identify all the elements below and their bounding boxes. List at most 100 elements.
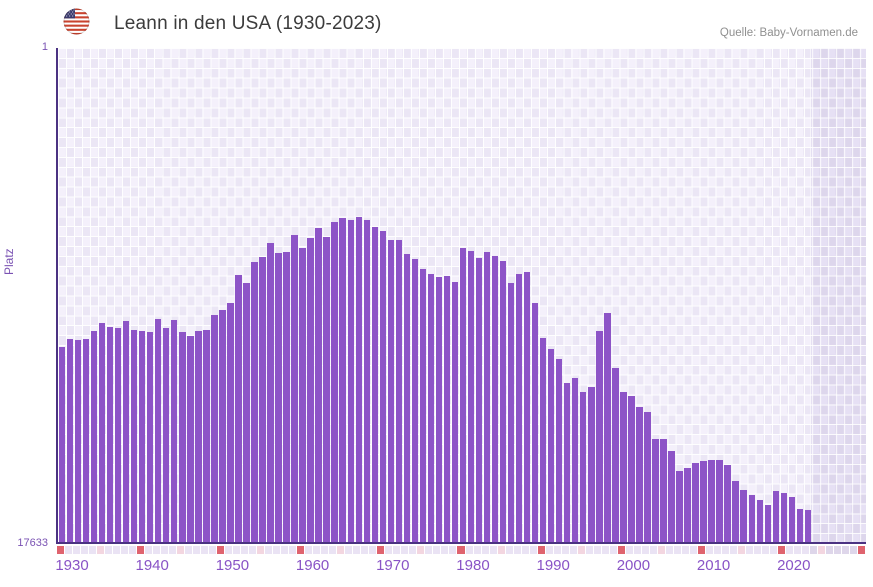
- bar-1932[interactable]: [74, 339, 82, 543]
- bar-1942[interactable]: [155, 318, 162, 543]
- bar-1975[interactable]: [419, 269, 427, 543]
- bar-1949[interactable]: [211, 314, 218, 543]
- bar-2016[interactable]: [748, 495, 755, 543]
- bar-2003[interactable]: [644, 412, 651, 543]
- bar-1948[interactable]: [203, 330, 210, 543]
- bar-2014[interactable]: [732, 480, 739, 543]
- bar-1954[interactable]: [251, 262, 258, 543]
- bar-1941[interactable]: [147, 331, 154, 543]
- bar-1987[interactable]: [515, 274, 523, 543]
- bar-1959[interactable]: [291, 234, 298, 543]
- bar-1999[interactable]: [612, 368, 619, 543]
- bar-1974[interactable]: [411, 258, 419, 543]
- bar-2009[interactable]: [692, 463, 699, 543]
- bar-1973[interactable]: [403, 253, 411, 543]
- bar-2021[interactable]: [788, 497, 795, 543]
- bar-1947[interactable]: [195, 331, 202, 543]
- bar-1962[interactable]: [315, 227, 322, 543]
- bar-1952[interactable]: [235, 275, 242, 543]
- bar-1982[interactable]: [475, 257, 483, 543]
- bar-1944[interactable]: [171, 319, 178, 543]
- bar-2002[interactable]: [636, 407, 643, 543]
- bar-1967[interactable]: [355, 216, 362, 543]
- bar-1953[interactable]: [243, 283, 250, 543]
- bar-1993[interactable]: [564, 382, 571, 543]
- bar-1994[interactable]: [572, 377, 579, 543]
- bar-2018[interactable]: [764, 505, 771, 543]
- bar-1991[interactable]: [548, 348, 555, 543]
- year-marker-1949: [208, 546, 216, 554]
- bar-1984[interactable]: [491, 256, 499, 543]
- bar-2000[interactable]: [620, 391, 627, 543]
- bar-1990[interactable]: [539, 338, 547, 543]
- bar-1977[interactable]: [435, 276, 443, 543]
- bar-1960[interactable]: [299, 248, 306, 543]
- bar-1935[interactable]: [98, 323, 106, 543]
- bar-1970[interactable]: [379, 230, 386, 543]
- bar-1965[interactable]: [339, 218, 346, 543]
- bar-1936[interactable]: [106, 327, 114, 543]
- bar-2019[interactable]: [772, 491, 779, 543]
- bar-2022[interactable]: [796, 509, 804, 543]
- bar-1933[interactable]: [82, 338, 90, 543]
- bar-1979[interactable]: [451, 282, 459, 543]
- bar-1930[interactable]: [58, 346, 66, 543]
- bar-1940[interactable]: [138, 331, 146, 543]
- bar-1931[interactable]: [66, 338, 74, 543]
- bar-1972[interactable]: [395, 239, 403, 543]
- bar-1968[interactable]: [363, 220, 370, 543]
- year-marker-2018: [762, 546, 770, 554]
- bar-1950[interactable]: [219, 310, 226, 543]
- bar-1989[interactable]: [531, 303, 539, 543]
- bar-2010[interactable]: [700, 461, 707, 543]
- bar-2020[interactable]: [780, 493, 787, 543]
- plot-area[interactable]: [56, 48, 866, 543]
- bar-1971[interactable]: [387, 239, 395, 543]
- bar-1939[interactable]: [130, 330, 138, 543]
- bar-1988[interactable]: [523, 271, 531, 543]
- bar-1963[interactable]: [323, 237, 330, 543]
- bar-1966[interactable]: [347, 220, 354, 543]
- year-marker-1998: [601, 546, 609, 554]
- bar-2004[interactable]: [652, 438, 659, 543]
- bar-1986[interactable]: [507, 283, 515, 543]
- year-marker-2000: [617, 546, 625, 554]
- bar-1980[interactable]: [459, 248, 467, 543]
- bar-2006[interactable]: [668, 450, 675, 543]
- bar-1961[interactable]: [307, 238, 314, 543]
- bar-1938[interactable]: [122, 321, 130, 543]
- bar-2023[interactable]: [804, 509, 812, 543]
- bar-1964[interactable]: [331, 221, 338, 543]
- bar-1996[interactable]: [588, 387, 595, 543]
- bar-2013[interactable]: [724, 465, 731, 543]
- bar-1995[interactable]: [580, 391, 587, 543]
- bar-2005[interactable]: [660, 438, 667, 543]
- bar-2008[interactable]: [684, 468, 691, 543]
- bar-1943[interactable]: [163, 327, 170, 543]
- bar-1955[interactable]: [259, 256, 266, 543]
- bar-1958[interactable]: [283, 251, 290, 543]
- bar-1976[interactable]: [427, 274, 435, 543]
- bar-1945[interactable]: [179, 331, 186, 543]
- bar-1951[interactable]: [227, 303, 234, 543]
- bar-1981[interactable]: [467, 250, 475, 543]
- bar-1937[interactable]: [114, 327, 122, 543]
- bar-1997[interactable]: [596, 331, 603, 543]
- bar-1956[interactable]: [267, 242, 274, 543]
- bar-2011[interactable]: [708, 460, 715, 543]
- bar-2001[interactable]: [628, 396, 635, 543]
- bar-1985[interactable]: [499, 260, 507, 543]
- bar-2007[interactable]: [676, 471, 683, 543]
- bar-1992[interactable]: [556, 359, 563, 543]
- bar-2015[interactable]: [740, 490, 747, 543]
- bar-1946[interactable]: [187, 336, 194, 543]
- year-marker-1936: [104, 546, 112, 554]
- bar-1998[interactable]: [604, 313, 611, 543]
- bar-1983[interactable]: [483, 251, 491, 543]
- bar-2012[interactable]: [716, 459, 723, 543]
- bar-1969[interactable]: [371, 226, 378, 543]
- bar-1934[interactable]: [90, 331, 98, 543]
- bar-2017[interactable]: [756, 500, 763, 543]
- bar-1957[interactable]: [275, 252, 282, 543]
- bar-1978[interactable]: [443, 276, 451, 543]
